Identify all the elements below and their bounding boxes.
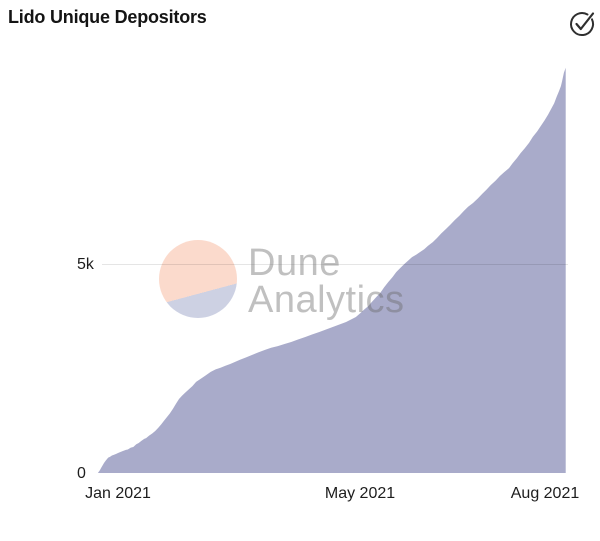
x-tick-may-2021: May 2021 (324, 485, 396, 502)
chart-title: Lido Unique Depositors (8, 7, 207, 27)
x-tick-jan-2021: Jan 2021 (85, 485, 151, 502)
y-tick-0: 0 (77, 465, 86, 482)
dune-watermark-logo (159, 240, 237, 318)
check-circle-icon (570, 12, 595, 37)
gridline-5k (102, 264, 568, 265)
x-tick-aug-2021: Aug 2021 (510, 485, 580, 502)
watermark-line1: Dune (248, 242, 341, 284)
area-series-unique-depositors (97, 67, 566, 474)
watermark-line2: Analytics (248, 279, 405, 321)
dune-watermark-text: Dune Analytics (248, 242, 405, 321)
y-tick-5k: 5k (77, 256, 94, 273)
